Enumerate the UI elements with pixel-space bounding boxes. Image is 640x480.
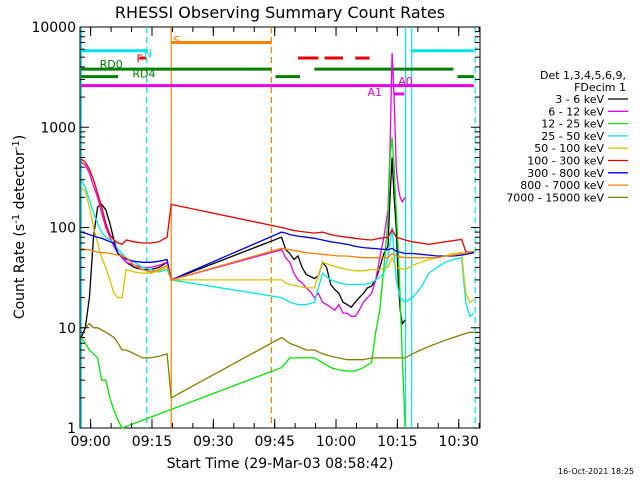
y-axis-label-mid: detector <box>12 150 28 214</box>
flag-label-rd0: RD0 <box>100 58 123 71</box>
legend-entry-4: 50 - 100 keV <box>534 142 604 155</box>
legend-entry-6: 300 - 800 keV <box>527 167 604 180</box>
x-tick-label-6: 10:30 <box>439 434 479 450</box>
vertical-markers <box>80 27 476 428</box>
x-tick-label-5: 10:15 <box>377 434 417 450</box>
plot-area: N S F RD0 RD4 A1 A0 <box>79 26 481 429</box>
flag-labels: N S F RD0 RD4 A1 A0 <box>100 34 413 99</box>
legend-header-2: FDecim 1 <box>574 81 626 94</box>
series-lines <box>80 52 475 429</box>
y-tick-label-4: 10000 <box>31 20 76 36</box>
series-line-4 <box>80 187 475 304</box>
y-axis: 1 10 100 1000 10000 <box>31 20 480 437</box>
y-tick-label-2: 100 <box>49 221 76 237</box>
legend-entry-8: 7000 - 15000 keV <box>506 191 604 204</box>
flag-label-a1: A1 <box>368 86 383 99</box>
x-tick-label-2: 09:30 <box>193 434 233 450</box>
flag-label-rd4: RD4 <box>132 67 155 80</box>
y-tick-label-0: 1 <box>67 421 76 437</box>
series-line-7 <box>80 247 475 281</box>
series-line-1 <box>80 52 406 317</box>
legend-entry-0: 3 - 6 keV <box>555 93 604 106</box>
y-axis-label-end: ) <box>12 135 28 140</box>
y-axis-label-main: Count Rate (s <box>12 224 28 319</box>
legend-entry-3: 25 - 50 keV <box>541 130 604 143</box>
y-tick-label-3: 1000 <box>40 120 76 136</box>
series-line-3 <box>80 179 475 318</box>
y-axis-label-sup1: -1 <box>11 214 22 224</box>
flag-label-f: F <box>136 53 142 66</box>
flag-label-a0: A0 <box>398 75 413 88</box>
x-tick-label-0: 09:00 <box>70 434 110 450</box>
y-axis-label: Count Rate (s-1 detector-1) <box>11 135 28 319</box>
chart-title: RHESSI Observing Summary Count Rates <box>115 3 445 22</box>
legend-entry-1: 6 - 12 keV <box>548 105 604 118</box>
flag-bars <box>81 41 474 96</box>
series-line-0 <box>80 157 406 338</box>
x-tick-label-1: 09:15 <box>132 434 172 450</box>
y-axis-label-sup2: -1 <box>11 140 22 150</box>
x-axis: 09:00 09:15 09:30 09:45 10:00 10:15 10:30 <box>70 27 480 450</box>
legend-entry-5: 100 - 300 keV <box>527 155 604 168</box>
flag-label-s: S <box>173 34 180 47</box>
x-tick-label-4: 10:00 <box>316 434 356 450</box>
legend-entry-7: 800 - 7000 keV <box>520 179 604 192</box>
series-line-6 <box>81 231 475 281</box>
series-line-8 <box>81 322 474 399</box>
x-axis-label: Start Time (29-Mar-03 08:58:42) <box>167 456 394 472</box>
y-tick-label-1: 10 <box>58 321 76 337</box>
x-tick-label-3: 09:45 <box>255 434 295 450</box>
legend-header-1: Det 1,3,4,5,6,9, <box>540 69 626 82</box>
timestamp: 16-Oct-2021 18:25 <box>558 467 634 476</box>
series-line-2 <box>80 136 406 429</box>
series-line-5 <box>80 158 475 255</box>
flag-label-n: N <box>144 47 152 60</box>
legend-entry-2: 12 - 25 keV <box>541 118 604 131</box>
